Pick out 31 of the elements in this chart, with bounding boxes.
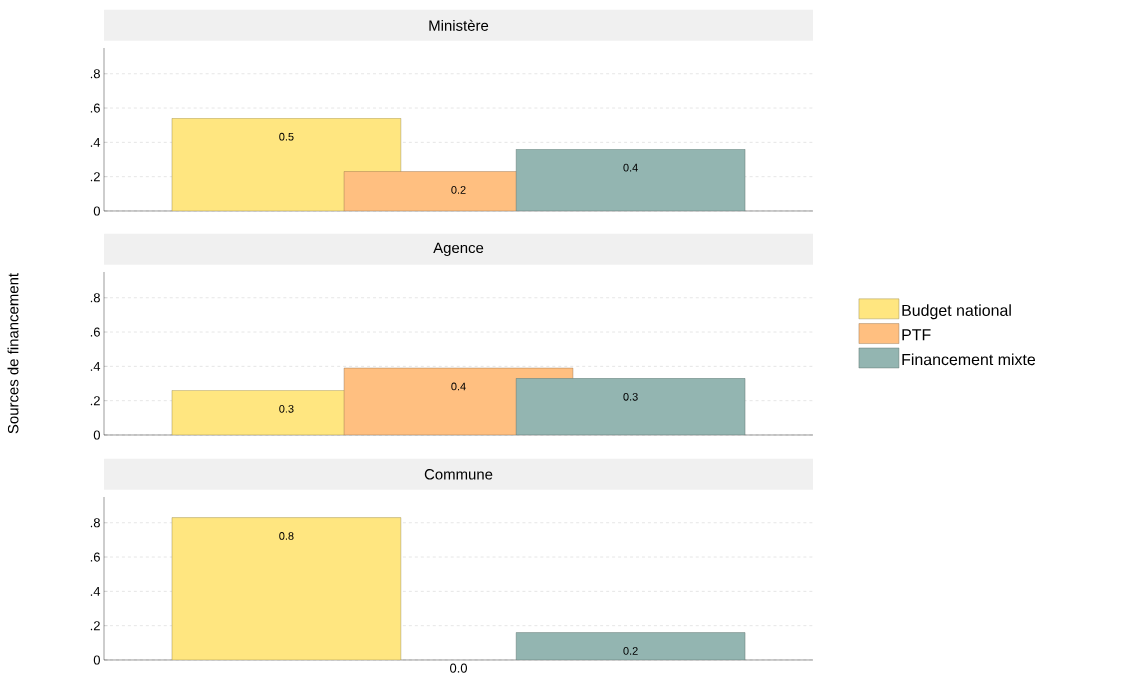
- x-tick-label: 0.0: [450, 663, 468, 673]
- y-tick-label: .4: [90, 137, 101, 147]
- y-axis-title: Sources de financement: [7, 273, 19, 434]
- data-label: 0.3: [623, 392, 638, 401]
- data-label: 0.5: [279, 132, 294, 141]
- data-label: 0.2: [451, 186, 466, 194]
- chart-title: Ministère: [429, 19, 489, 31]
- chart-title: Agence: [433, 242, 484, 256]
- legend-label: Financement mixte: [902, 353, 1036, 366]
- y-tick-label: .6: [90, 327, 100, 337]
- data-label: 0.4: [451, 382, 466, 391]
- chart-title: Commune: [424, 469, 493, 480]
- y-tick-label: 0: [93, 430, 100, 440]
- y-tick-label: .4: [90, 361, 101, 371]
- legend-label: PTF: [902, 329, 931, 341]
- data-label: 0.8: [279, 532, 294, 540]
- data-label: 0.2: [623, 647, 638, 655]
- y-tick-label: .8: [90, 518, 100, 528]
- y-tick-label: .2: [90, 172, 100, 182]
- y-tick-label: .6: [90, 103, 100, 113]
- y-tick-label: .4: [90, 586, 101, 596]
- y-tick-label: .8: [90, 69, 100, 79]
- data-label: 0.3: [279, 404, 294, 413]
- y-tick-label: .8: [90, 293, 100, 303]
- y-tick-label: .6: [90, 552, 100, 562]
- y-tick-label: 0: [93, 206, 100, 216]
- legend-label: Budget national: [902, 304, 1011, 320]
- data-label: 0.4: [623, 163, 638, 172]
- y-tick-label: 0: [93, 655, 100, 665]
- y-tick-label: .2: [90, 396, 100, 406]
- y-tick-label: .2: [90, 621, 100, 631]
